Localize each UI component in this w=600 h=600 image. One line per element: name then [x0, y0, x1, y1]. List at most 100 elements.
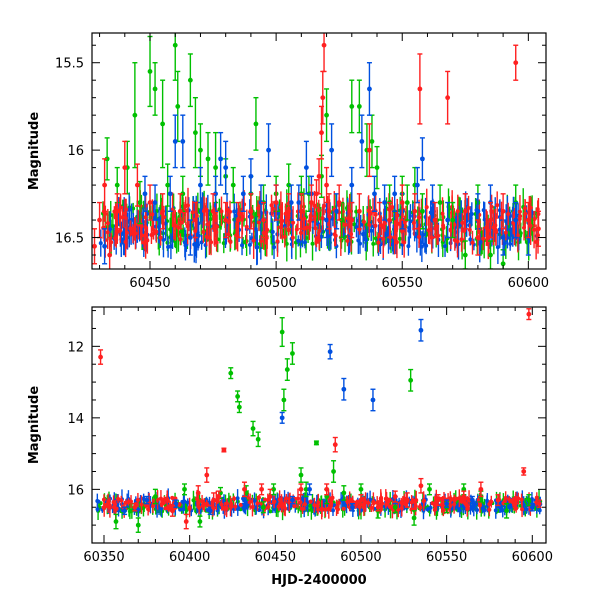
data-point [260, 504, 266, 510]
baseline-point [95, 498, 100, 503]
data-point [420, 208, 425, 214]
baseline-point [235, 496, 240, 501]
baseline-point [465, 506, 470, 511]
baseline-point [232, 209, 237, 214]
data-point [261, 217, 266, 223]
baseline-point [268, 509, 273, 514]
baseline-point [440, 211, 445, 216]
data-point [359, 138, 365, 144]
baseline-point [528, 205, 533, 210]
baseline-point [462, 228, 467, 233]
data-point [418, 327, 424, 333]
data-point [193, 130, 198, 136]
baseline-point [475, 508, 480, 513]
data-point [504, 508, 509, 514]
data-point [235, 393, 241, 399]
data-point [349, 217, 355, 223]
data-point [399, 200, 405, 205]
data-point [160, 208, 166, 214]
data-point [495, 497, 501, 503]
data-point [341, 490, 347, 496]
baseline-point [151, 231, 156, 236]
data-point [298, 486, 304, 492]
baseline-point [466, 205, 471, 210]
data-point [469, 497, 475, 503]
baseline-point [350, 499, 355, 504]
baseline-point [271, 206, 276, 211]
baseline-point [214, 240, 219, 245]
data-point [521, 469, 527, 474]
data-point [536, 501, 542, 507]
baseline-point [422, 242, 427, 247]
data-point [135, 522, 141, 528]
data-point [324, 112, 329, 118]
data-point [500, 208, 506, 214]
data-point [512, 501, 518, 507]
baseline-point [256, 220, 261, 225]
baseline-point [126, 499, 131, 504]
baseline-point [493, 508, 498, 513]
baseline-point [382, 221, 387, 226]
baseline-point [166, 244, 171, 249]
data-point [500, 235, 506, 240]
data-point [242, 486, 247, 492]
baseline-point [430, 501, 435, 506]
baseline-point [394, 240, 399, 245]
data-point [152, 200, 158, 205]
baseline-point [317, 237, 322, 242]
baseline-point [259, 239, 264, 244]
top-panel-frame [91, 32, 547, 270]
baseline-point [207, 235, 212, 240]
baseline-point [345, 238, 350, 243]
data-point [152, 494, 158, 499]
baseline-point [323, 507, 328, 512]
baseline-point [369, 505, 374, 510]
baseline-point [528, 223, 533, 228]
baseline-point [228, 209, 233, 214]
baseline-point [158, 235, 163, 240]
baseline-point [470, 240, 475, 245]
baseline-point [535, 207, 540, 212]
baseline-point [282, 224, 287, 229]
data-point [462, 208, 468, 214]
baseline-point [381, 236, 386, 241]
baseline-point [150, 212, 155, 217]
data-point [382, 200, 387, 205]
data-point [253, 121, 259, 127]
baseline-point [326, 507, 331, 512]
baseline-point [146, 507, 151, 512]
baseline-point [477, 241, 482, 246]
baseline-point [356, 238, 361, 243]
baseline-point [224, 501, 229, 506]
bottom-panel-frame [91, 306, 547, 544]
baseline-point [495, 245, 500, 250]
baseline-point [371, 241, 376, 246]
data-point [303, 486, 309, 492]
baseline-point [272, 499, 277, 504]
baseline-point [361, 231, 366, 236]
baseline-point [229, 501, 234, 506]
baseline-point [118, 228, 123, 233]
baseline-point [246, 496, 251, 501]
baseline-point [489, 499, 494, 504]
bottom-series-1 [122, 318, 535, 516]
data-point [392, 494, 398, 499]
data-point [334, 208, 340, 214]
baseline-point [187, 505, 192, 510]
data-point [350, 504, 355, 510]
y-tick-label: 16.5 [55, 232, 84, 247]
x-tick-label: 60350 [83, 550, 124, 565]
data-point [152, 86, 158, 92]
baseline-point [171, 222, 176, 227]
baseline-point [400, 228, 405, 233]
data-point [142, 191, 148, 197]
baseline-point [142, 240, 147, 245]
data-point [450, 217, 456, 223]
data-point [488, 252, 493, 258]
data-point [404, 497, 410, 503]
baseline-point [180, 499, 185, 504]
data-point [242, 497, 247, 503]
baseline-point [124, 207, 129, 212]
x-axis-label: HJD-2400000 [271, 573, 366, 588]
data-point [180, 191, 186, 197]
